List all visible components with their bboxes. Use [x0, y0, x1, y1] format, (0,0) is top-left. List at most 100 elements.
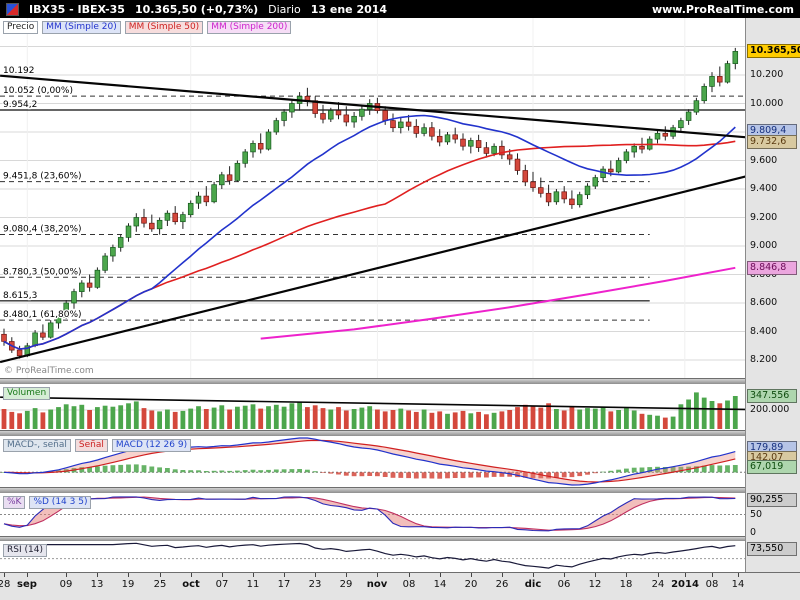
time-tick	[409, 573, 410, 577]
time-tick	[66, 573, 67, 577]
time-tick-label: 11	[246, 579, 260, 590]
indicator-badge[interactable]: %D (14 3 5)	[29, 496, 92, 509]
prorealtime-link[interactable]: www.ProRealTime.com	[651, 2, 794, 16]
timeframe[interactable]: Diario	[268, 2, 301, 16]
instrument-icon	[6, 2, 19, 16]
stochastic-indicator-badges: %K %D (14 3 5)	[3, 496, 92, 509]
price-indicator-badges: Precio MM (Simple 20) MM (Simple 50) MM (Si…	[3, 21, 292, 34]
indicator-badge[interactable]: Precio	[3, 21, 39, 34]
indicator-badge[interactable]: Señal	[74, 439, 108, 452]
session-date: 13 ene 2014	[310, 2, 388, 16]
svg-text:10.192: 10.192	[3, 66, 35, 76]
time-tick-label: 18	[619, 579, 633, 590]
time-tick	[377, 573, 378, 577]
axis-tick-label: 0	[750, 527, 757, 538]
time-axis[interactable]: 28 sep 09 13 19 25 oct 07 11 17 23 29 nov 08 14 20 26 dic…	[0, 572, 800, 600]
time-tick-label: 17	[277, 579, 291, 590]
rsi-chart[interactable]	[0, 541, 745, 572]
time-tick	[284, 573, 285, 577]
time-tick-label: 14	[433, 579, 447, 590]
time-tick	[533, 573, 534, 577]
svg-text:9.080,4 (38,20%): 9.080,4 (38,20%)	[3, 225, 82, 235]
svg-text:9.954,2: 9.954,2	[3, 100, 37, 110]
price-tag: 8.846,8	[747, 260, 797, 275]
time-tick-label: 25	[153, 579, 167, 590]
indicator-badge[interactable]: RSI (14)	[3, 544, 47, 557]
axis-tick-label: 8.600	[750, 297, 778, 308]
axis-tick-label: 9.000	[750, 240, 778, 251]
watermark: © ProRealTime.com	[4, 366, 94, 376]
axis-tick-label: 50	[750, 508, 763, 520]
panel-divider[interactable]	[0, 536, 800, 541]
indicator-badge[interactable]: MACD-, señal	[3, 439, 71, 452]
time-tick	[97, 573, 98, 577]
rsi-indicator-badges: RSI (14)	[3, 544, 47, 557]
panel-divider[interactable]	[0, 378, 800, 384]
svg-text:8.780,3 (50,00%): 8.780,3 (50,00%)	[3, 267, 82, 277]
title-bar: IBX35 - IBEX-35 10.365,50 (+0,73%) Diari…	[0, 0, 800, 18]
time-tick-label: 19	[121, 579, 135, 590]
time-tick	[685, 573, 686, 577]
volume-chart[interactable]	[0, 384, 745, 430]
indicator-badge[interactable]: MACD (12 26 9)	[111, 439, 192, 452]
time-tick-label: nov	[366, 579, 388, 590]
svg-text:8.480,1 (61,80%): 8.480,1 (61,80%)	[3, 310, 82, 320]
time-tick-label: 09	[59, 579, 73, 590]
time-tick-label: 20	[464, 579, 478, 590]
time-tick	[712, 573, 713, 577]
time-tick	[315, 573, 316, 577]
panel-divider[interactable]	[0, 430, 800, 436]
stochastic-panel[interactable]: %K %D (14 3 5)	[0, 493, 745, 536]
instrument-name: IBX35 - IBEX-35	[29, 2, 125, 16]
price-tag: 10.365,50	[747, 44, 800, 59]
stochastic-chart[interactable]	[0, 493, 745, 536]
time-tick-label: 06	[557, 579, 571, 590]
indicator-badge[interactable]: %K	[3, 496, 26, 509]
time-tick-label: 29	[339, 579, 353, 590]
svg-text:9.451,8 (23,60%): 9.451,8 (23,60%)	[3, 172, 82, 182]
time-tick-label: 26	[495, 579, 509, 590]
time-tick	[4, 573, 5, 577]
indicator-badge[interactable]: MM (Simple 200)	[207, 21, 292, 34]
price-scale[interactable]: 10.20010.0009.8009.6009.4009.2009.0008.8…	[745, 18, 800, 572]
time-tick-label: 28	[0, 579, 11, 590]
time-tick-label: 24	[651, 579, 665, 590]
time-tick	[502, 573, 503, 577]
time-tick	[595, 573, 596, 577]
time-tick	[128, 573, 129, 577]
macd-panel[interactable]: MACD-, señal Señal MACD (12 26 9)	[0, 436, 745, 487]
time-tick-label: 23	[308, 579, 322, 590]
axis-tick-label: 9.400	[750, 183, 778, 194]
rsi-panel[interactable]: RSI (14)	[0, 541, 745, 572]
macd-indicator-badges: MACD-, señal Señal MACD (12 26 9)	[3, 439, 192, 452]
indicator-badge[interactable]: Volumen	[3, 387, 51, 400]
time-tick	[471, 573, 472, 577]
time-tick	[160, 573, 161, 577]
time-tick-label: 14	[731, 579, 745, 590]
time-tick	[222, 573, 223, 577]
price-tag: 73,550	[747, 541, 797, 556]
time-tick-label: dic	[524, 579, 542, 590]
axis-tick-label: 10.200	[750, 69, 784, 80]
time-tick	[626, 573, 627, 577]
time-tick-label: 08	[705, 579, 719, 590]
axis-tick-label: 10.000	[750, 97, 784, 109]
price-tag: 67,019	[747, 460, 797, 474]
indicator-badge[interactable]: MM (Simple 50)	[124, 21, 204, 34]
time-tick	[346, 573, 347, 577]
time-tick-label: 12	[588, 579, 602, 590]
time-tick	[658, 573, 659, 577]
axis-tick-label: 200.000	[750, 404, 790, 415]
indicator-badge[interactable]: MM (Simple 20)	[42, 21, 121, 34]
time-tick-label: 08	[402, 579, 416, 590]
volume-indicator-badges: Volumen	[3, 387, 51, 400]
volume-panel[interactable]: Volumen	[0, 384, 745, 430]
axis-tick-label: 9.200	[750, 211, 778, 223]
panel-divider[interactable]	[0, 487, 800, 493]
svg-text:8.615,3: 8.615,3	[3, 291, 37, 301]
time-tick	[440, 573, 441, 577]
price-panel[interactable]: 10.192 10.052 (0,00%) 9.954,2 9.451,8 (23,6…	[0, 18, 745, 378]
svg-text:10.052 (0,00%): 10.052 (0,00%)	[3, 86, 73, 96]
price-chart[interactable]: 10.192 10.052 (0,00%) 9.954,2 9.451,8 (23,6…	[0, 18, 745, 378]
